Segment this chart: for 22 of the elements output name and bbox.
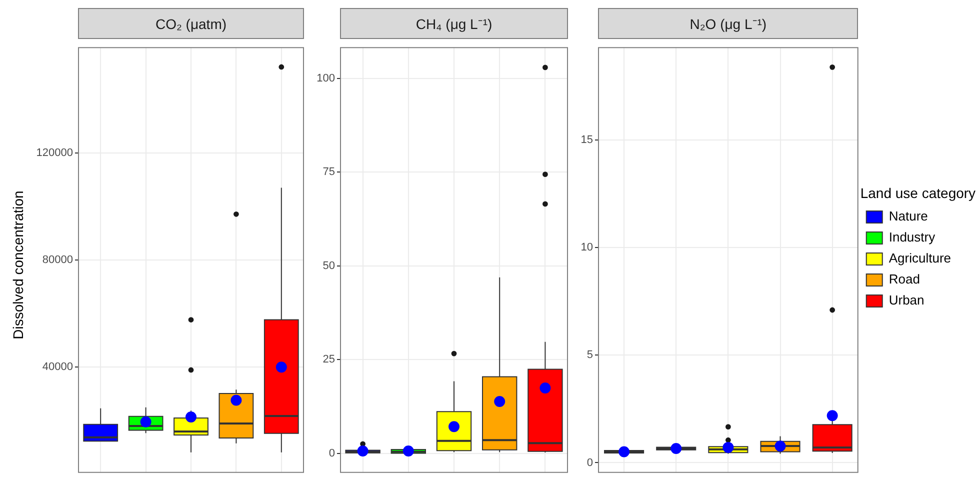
y-tick-label: 25 [322,354,335,366]
legend-label: Nature [888,208,928,224]
y-tick-label: 80000 [42,254,73,266]
y-tick-label: 5 [586,349,593,362]
chart-title: CH₄ (μg L⁻¹) [340,8,568,39]
y-tick-label: 120000 [36,146,73,159]
legend-label: Agriculture [888,250,952,266]
y-tick-label: 0 [586,456,593,469]
chart-title: N₂O (μg L⁻¹) [598,8,858,39]
y-tick-label: 10 [580,242,593,254]
y-tick-label: 100 [316,72,335,84]
y-tick-label: 40000 [42,360,73,373]
y-axis-title: Dissolved concentration [10,190,26,340]
legend-label: Industry [888,230,936,245]
legend-label: Road [888,272,920,287]
legend-title: Land use category [860,184,976,200]
legend-label: Urban [888,292,924,308]
y-tick-label: 15 [580,134,593,146]
y-tick-label: 75 [322,166,335,178]
y-tick-label: 50 [322,260,335,272]
chart-title: CO₂ (μatm) [78,8,304,39]
y-tick-label: 0 [328,447,335,460]
